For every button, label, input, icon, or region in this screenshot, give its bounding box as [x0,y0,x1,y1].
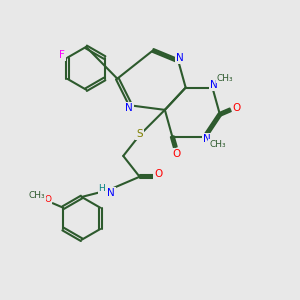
Text: N: N [176,53,184,64]
Text: N: N [125,103,133,113]
Text: N: N [202,134,210,144]
Text: S: S [136,129,143,139]
Text: N: N [210,80,218,90]
Text: F: F [59,50,65,60]
Text: O: O [233,103,241,113]
Text: N: N [107,188,115,198]
Text: O: O [154,169,162,179]
Text: H: H [98,184,105,193]
Text: O: O [44,195,51,204]
Text: CH₃: CH₃ [28,191,45,200]
Text: CH₃: CH₃ [209,140,226,148]
Text: O: O [172,148,181,159]
Text: CH₃: CH₃ [217,74,233,82]
